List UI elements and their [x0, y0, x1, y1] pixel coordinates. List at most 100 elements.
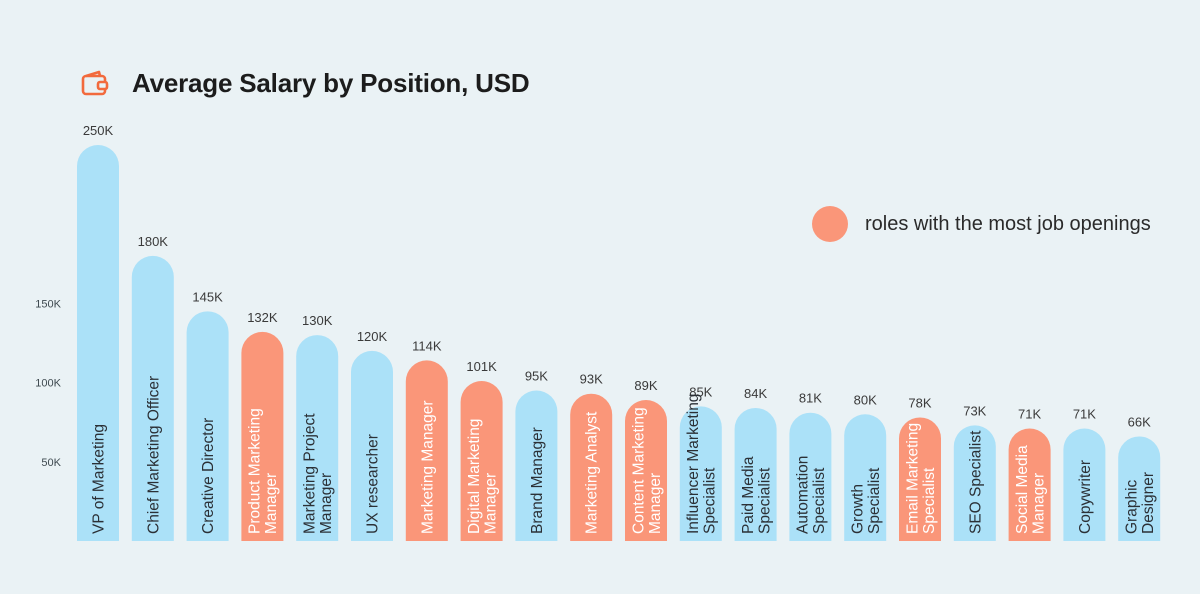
- y-tick-label: 150K: [35, 298, 61, 310]
- category-label: VP of Marketing: [91, 424, 108, 534]
- bar-group: 71K Copywriter: [1063, 407, 1106, 541]
- category-label-line: Paid Media: [740, 456, 757, 534]
- category-label: Influencer MarketingSpecialist: [685, 394, 719, 534]
- wallet-icon: [81, 70, 109, 95]
- bar-group: 180K Chief Marketing Officer: [131, 234, 174, 541]
- category-label: SEO Specialist: [967, 430, 984, 534]
- category-label-line: Product Marketing: [247, 408, 264, 534]
- category-label-line: VP of Marketing: [91, 424, 108, 534]
- bar: [953, 425, 996, 541]
- category-label-line: Designer: [1140, 472, 1157, 534]
- category-label-line: Specialist: [866, 467, 883, 534]
- value-label: 145K: [192, 289, 223, 304]
- bar-group: 66K GraphicDesigner: [1118, 414, 1161, 541]
- value-label: 132K: [247, 310, 278, 325]
- bar: [1118, 436, 1161, 541]
- category-label: AutomationSpecialist: [795, 456, 829, 534]
- category-label-line: Manager: [318, 473, 335, 534]
- category-label: Chief Marketing Officer: [145, 376, 162, 534]
- category-label-line: Email Marketing: [904, 423, 921, 534]
- category-label-line: Chief Marketing Officer: [145, 376, 162, 534]
- category-label-line: Growth: [849, 484, 866, 534]
- bar-group: 114K Marketing Manager: [405, 338, 448, 541]
- category-label-line: Manager: [1030, 473, 1047, 534]
- category-label-line: Social Media: [1014, 445, 1031, 534]
- category-label-line: Manager: [482, 473, 499, 534]
- bar: [570, 393, 613, 541]
- category-label: Marketing Manager: [419, 400, 436, 534]
- bar-group: 95K Brand Manager: [515, 369, 558, 541]
- category-label: Content MarketingManager: [630, 407, 664, 534]
- bar-group: 89K Content MarketingManager: [625, 378, 667, 541]
- value-label: 95K: [525, 369, 548, 384]
- bar: [351, 350, 393, 541]
- legend-label: roles with the most job openings: [865, 212, 1151, 235]
- category-label-line: UX researcher: [365, 434, 382, 534]
- value-label: 93K: [580, 372, 603, 387]
- category-label-line: Copywriter: [1077, 460, 1094, 534]
- bar-group: 73K SEO Specialist: [953, 403, 996, 541]
- category-label-line: Automation: [795, 456, 812, 534]
- category-label-line: Manager: [647, 473, 664, 534]
- value-label: 80K: [854, 392, 877, 407]
- legend: roles with the most job openings: [812, 206, 1151, 242]
- legend-dot: [812, 206, 848, 242]
- bar: [515, 390, 558, 541]
- bar-group: 84K Paid MediaSpecialist: [734, 386, 777, 541]
- category-label: Digital MarketingManager: [466, 419, 500, 534]
- category-label: Brand Manager: [529, 427, 546, 534]
- bar-group: 78K Email MarketingSpecialist: [899, 395, 941, 541]
- value-label: 85K: [689, 384, 712, 399]
- bar: [734, 407, 777, 541]
- y-tick-label: 50K: [41, 457, 61, 469]
- bar: [186, 311, 229, 541]
- category-label-line: Influencer Marketing: [685, 394, 702, 534]
- bar: [679, 406, 722, 541]
- bar: [131, 255, 174, 541]
- bar-group: 81K AutomationSpecialist: [789, 391, 832, 541]
- value-label: 84K: [744, 386, 767, 401]
- bar: [1008, 428, 1051, 541]
- category-label-line: Brand Manager: [529, 427, 546, 534]
- category-label-line: SEO Specialist: [967, 430, 984, 534]
- category-label-line: Manager: [263, 473, 280, 534]
- chart-header: Average Salary by Position, USD: [80, 68, 530, 99]
- bar: [899, 417, 941, 541]
- bar: [77, 145, 119, 541]
- bar: [789, 412, 832, 541]
- value-label: 89K: [634, 378, 657, 393]
- category-label-line: Content Marketing: [630, 407, 647, 534]
- category-label: Marketing Analyst: [584, 411, 601, 534]
- bar-group: 120K UX researcher: [351, 329, 393, 541]
- category-label-line: Creative Director: [200, 418, 217, 534]
- y-tick-label: 100K: [35, 378, 61, 390]
- bar: [460, 381, 503, 541]
- value-label: 66K: [1128, 414, 1151, 429]
- value-label: 71K: [1018, 407, 1041, 422]
- value-label: 81K: [799, 391, 822, 406]
- category-label-line: Specialist: [921, 467, 938, 534]
- chart-title: Average Salary by Position, USD: [132, 68, 530, 98]
- value-label: 101K: [466, 359, 497, 374]
- value-label: 73K: [963, 403, 986, 418]
- value-label: 180K: [138, 234, 169, 249]
- value-label: 114K: [412, 338, 442, 353]
- value-label: 130K: [302, 313, 333, 328]
- bar-group: 71K Social MediaManager: [1008, 407, 1051, 541]
- category-label: UX researcher: [365, 434, 382, 534]
- category-label: Marketing ProjectManager: [301, 413, 335, 534]
- category-label-line: Specialist: [811, 467, 828, 534]
- bar: [625, 400, 667, 541]
- category-label: Copywriter: [1077, 460, 1094, 534]
- bar-group: 132K Product MarketingManager: [241, 310, 284, 541]
- category-label-line: Digital Marketing: [466, 419, 483, 534]
- bar-group: 145K Creative Director: [186, 289, 229, 541]
- bar-group: 80K GrowthSpecialist: [844, 392, 887, 541]
- bar-group: 250K VP of Marketing: [77, 123, 119, 541]
- category-label-line: Marketing Project: [301, 413, 318, 534]
- category-label: GraphicDesigner: [1123, 472, 1157, 534]
- category-label: Product MarketingManager: [247, 408, 281, 534]
- value-label: 120K: [357, 329, 388, 344]
